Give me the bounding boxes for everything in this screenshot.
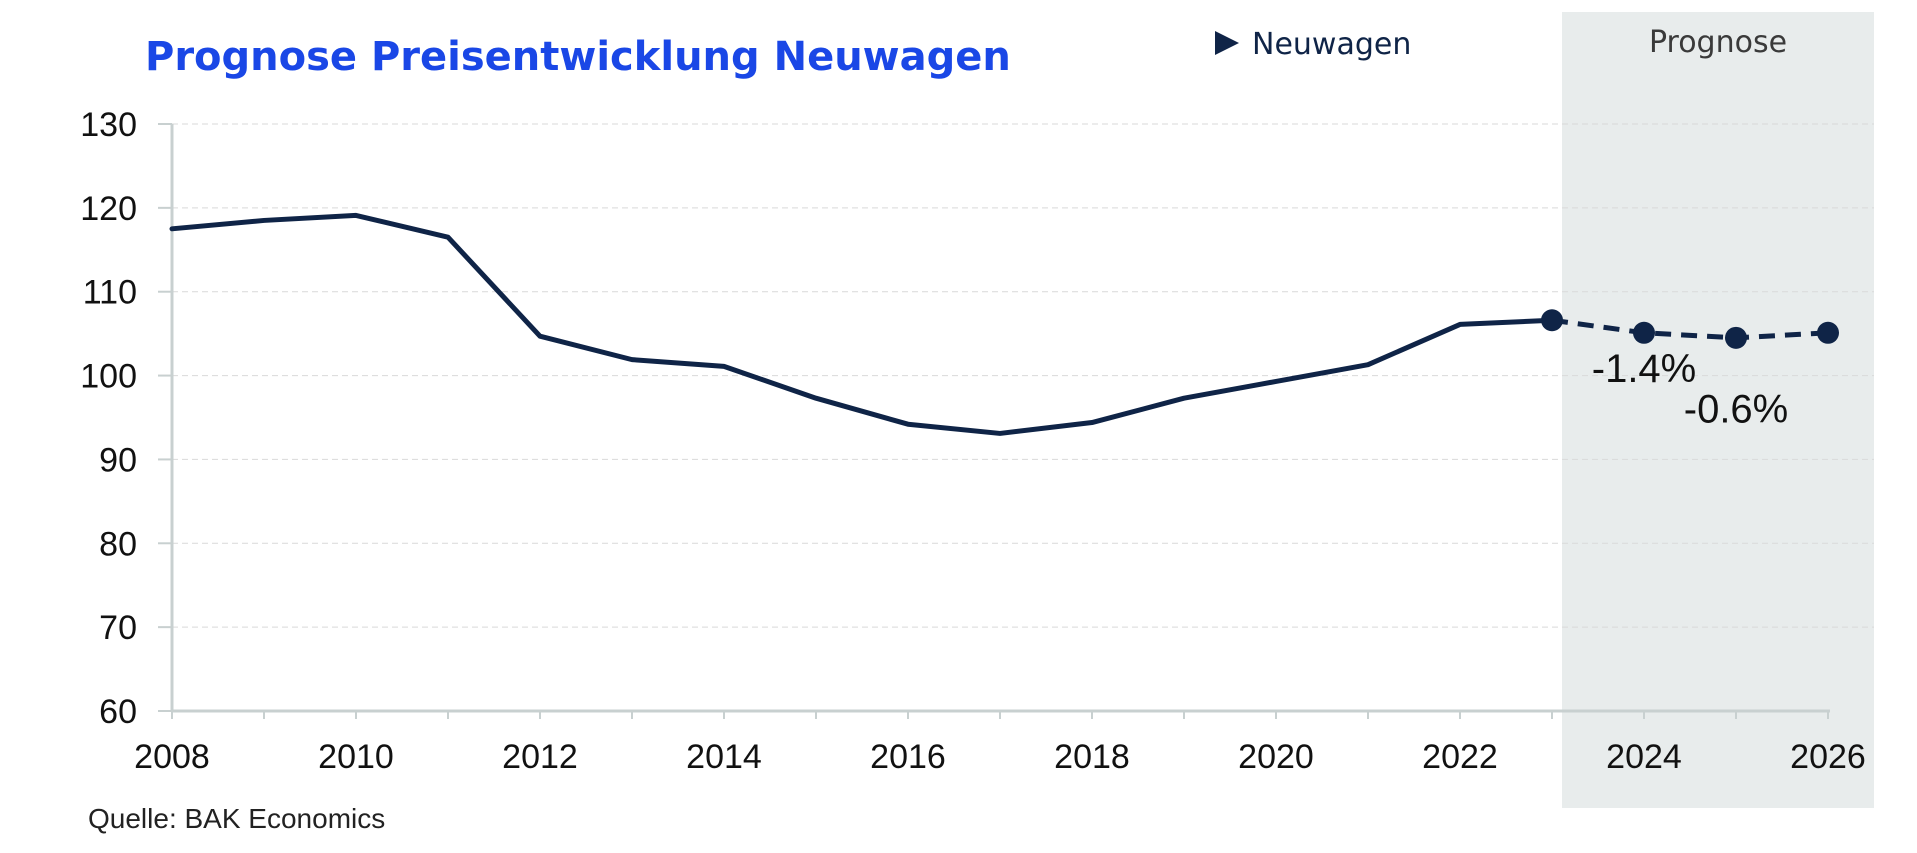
data-point xyxy=(1725,326,1747,349)
y-axis-ticks: 60 70 80 90 100 110 120 130 xyxy=(80,106,172,731)
series-group xyxy=(169,212,1839,436)
y-tick-label: 60 xyxy=(99,693,137,731)
x-tick-label: 2018 xyxy=(1054,738,1130,776)
forecast-label: Prognose xyxy=(1649,25,1787,60)
data-point xyxy=(1633,321,1655,344)
grid xyxy=(172,123,1874,628)
data-point xyxy=(1541,309,1563,332)
x-tick-label: 2016 xyxy=(870,738,946,776)
legend: Neuwagen xyxy=(1215,27,1411,62)
series-line-forecast xyxy=(1551,317,1829,341)
annotations: -1.4%-0.6% xyxy=(1592,347,1789,431)
y-tick-label: 120 xyxy=(80,190,137,228)
source-note: Quelle: BAK Economics xyxy=(88,803,385,834)
annotation-label: -1.4% xyxy=(1592,347,1697,391)
y-tick-label: 100 xyxy=(80,358,137,396)
y-tick-label: 110 xyxy=(83,274,137,312)
data-point xyxy=(1817,321,1839,344)
x-tick-label: 2026 xyxy=(1790,738,1866,776)
y-tick-label: 80 xyxy=(99,525,137,563)
x-tick-label: 2020 xyxy=(1238,738,1314,776)
series-line-historical xyxy=(169,212,1555,436)
chart-title: Prognose Preisentwicklung Neuwagen xyxy=(145,34,1011,80)
x-tick-label: 2024 xyxy=(1606,738,1682,776)
x-tick-label: 2010 xyxy=(318,738,394,776)
x-axis-ticks: 2008 2010 2012 2014 2016 2018 2020 2022 2024 2026 xyxy=(134,711,1866,776)
y-tick-label: 130 xyxy=(80,106,137,144)
y-tick-label: 90 xyxy=(99,441,137,479)
x-tick-label: 2022 xyxy=(1422,738,1498,776)
legend-marker-icon xyxy=(1215,31,1239,55)
annotation-label: -0.6% xyxy=(1684,387,1789,431)
x-tick-label: 2012 xyxy=(502,738,578,776)
x-tick-label: 2008 xyxy=(134,738,210,776)
forecast-band xyxy=(1562,12,1874,808)
y-tick-label: 70 xyxy=(99,609,137,647)
x-tick-label: 2014 xyxy=(686,738,762,776)
legend-label: Neuwagen xyxy=(1252,27,1411,62)
